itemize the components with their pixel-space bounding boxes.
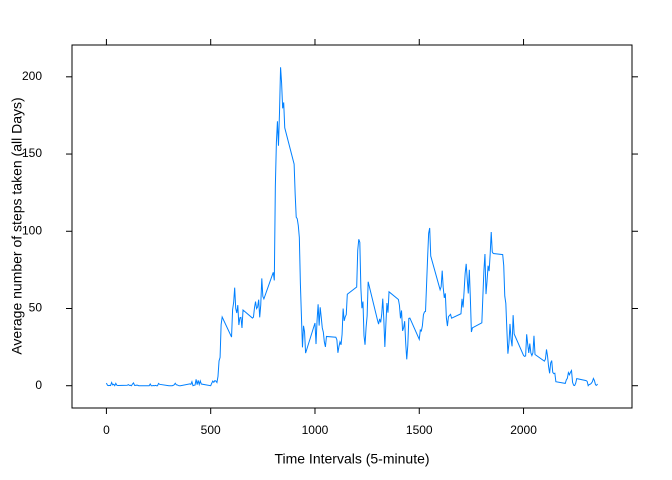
y-axis-title: Average number of steps taken (all Days) xyxy=(9,97,25,354)
data-line xyxy=(105,67,598,387)
x-tick-label: 1500 xyxy=(406,423,433,437)
x-tick-label: 0 xyxy=(103,423,110,437)
y-tick-label: 100 xyxy=(22,223,42,237)
x-axis-title: Time Intervals (5-minute) xyxy=(274,451,429,467)
x-tick-label: 500 xyxy=(201,423,221,437)
plot-frame xyxy=(71,44,633,409)
y-tick-label: 0 xyxy=(35,378,42,392)
y-tick-label: 200 xyxy=(22,69,42,83)
y-tick-label: 50 xyxy=(29,301,43,315)
x-tick-label: 1000 xyxy=(302,423,329,437)
x-tick-label: 2000 xyxy=(510,423,537,437)
y-tick-label: 150 xyxy=(22,146,42,160)
